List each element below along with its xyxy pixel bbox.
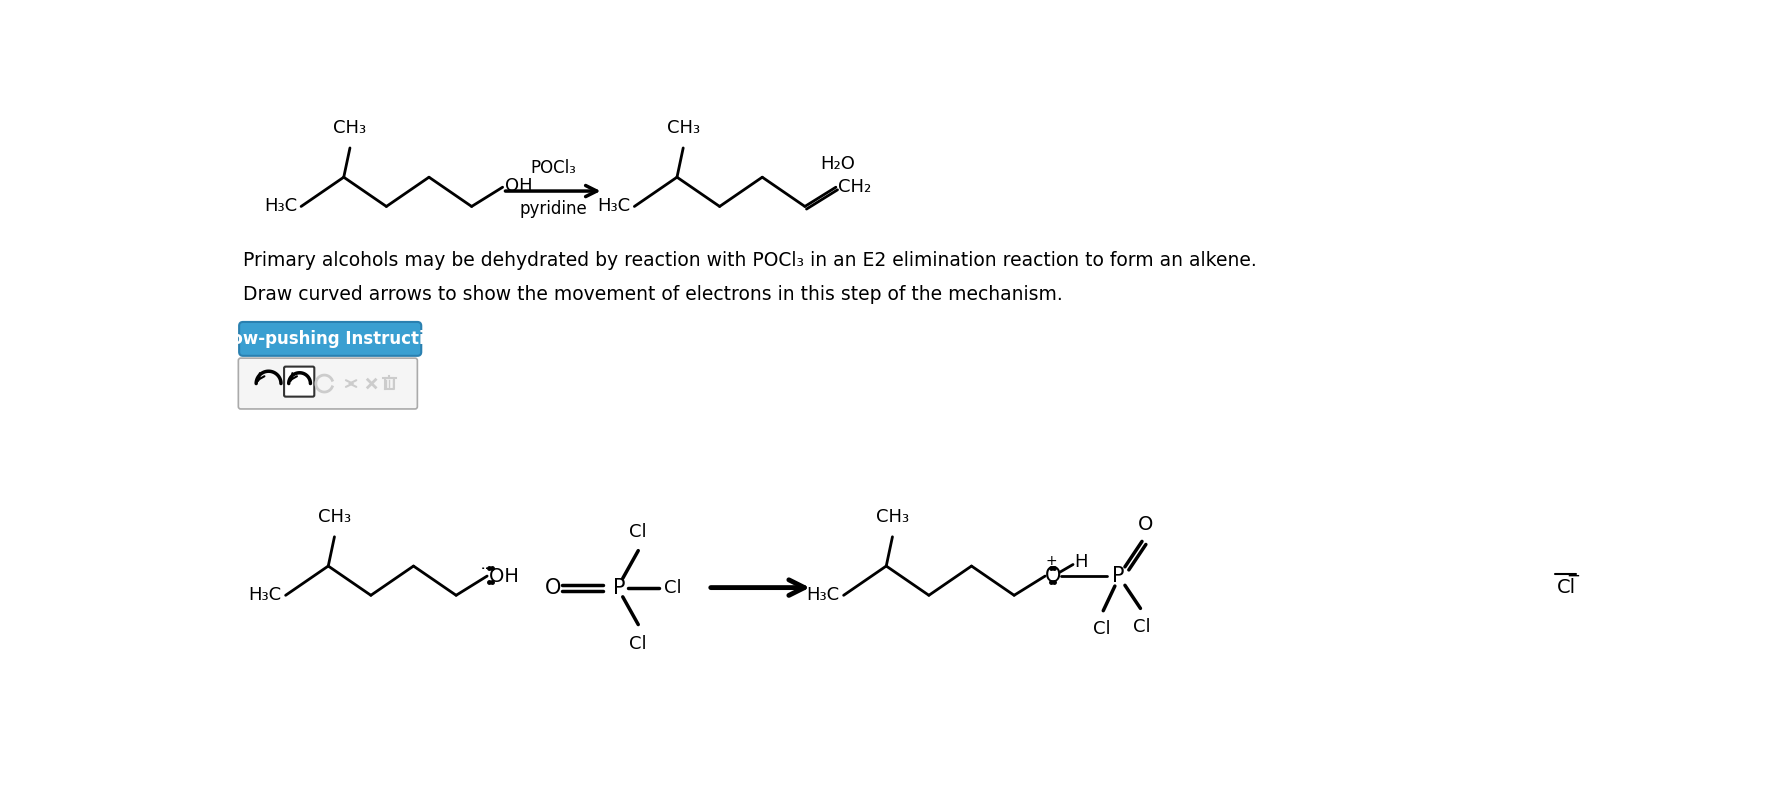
Text: Cl: Cl (1132, 619, 1150, 637)
FancyBboxPatch shape (238, 358, 417, 409)
Text: CH₃: CH₃ (667, 119, 699, 137)
Text: O: O (1045, 566, 1061, 586)
Text: O: O (546, 577, 562, 597)
Text: H₂O: H₂O (821, 155, 855, 173)
Text: Cl: Cl (1556, 578, 1576, 597)
Text: −: − (1567, 567, 1580, 585)
Text: H₃C: H₃C (807, 586, 839, 604)
FancyBboxPatch shape (240, 322, 420, 356)
Text: ̈OH: ̈OH (490, 566, 521, 585)
Text: H₃C: H₃C (249, 586, 281, 604)
Text: O: O (1138, 515, 1154, 534)
Text: CH₃: CH₃ (318, 508, 351, 526)
Text: Cl: Cl (630, 635, 648, 653)
Text: +: + (1045, 554, 1057, 568)
Text: H: H (1075, 553, 1088, 571)
Text: P: P (1113, 566, 1125, 586)
Text: CH₃: CH₃ (333, 119, 367, 137)
Text: Draw curved arrows to show the movement of electrons in this step of the mechani: Draw curved arrows to show the movement … (243, 285, 1063, 304)
Text: OH: OH (504, 178, 533, 195)
Text: pyridine: pyridine (519, 201, 587, 218)
Text: P: P (612, 577, 624, 597)
Text: Cl: Cl (664, 578, 682, 596)
Text: H₃C: H₃C (598, 198, 630, 216)
Text: H₃C: H₃C (265, 198, 297, 216)
Text: CH₃: CH₃ (877, 508, 909, 526)
Text: POCl₃: POCl₃ (530, 160, 576, 177)
Text: Arrow-pushing Instructions: Arrow-pushing Instructions (202, 330, 458, 348)
Text: Cl: Cl (630, 524, 648, 541)
Text: Primary alcohols may be dehydrated by reaction with POCl₃ in an E2 elimination r: Primary alcohols may be dehydrated by re… (243, 251, 1256, 270)
FancyBboxPatch shape (284, 367, 315, 397)
Text: CH₂: CH₂ (839, 179, 871, 196)
Text: Cl: Cl (1093, 620, 1111, 638)
